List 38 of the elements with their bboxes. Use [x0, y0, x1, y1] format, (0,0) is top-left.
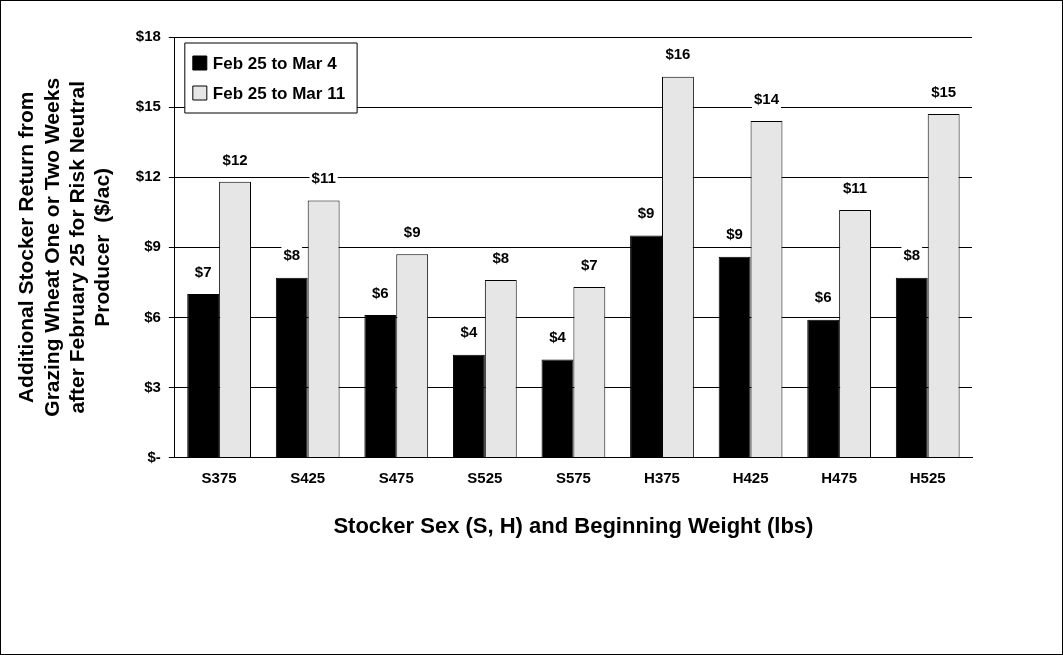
y-tick-label: $12	[135, 167, 161, 185]
x-tick-label: H525	[909, 468, 946, 486]
data-label: $7	[194, 262, 212, 280]
data-label: $8	[283, 246, 301, 264]
data-label: $12	[222, 150, 248, 168]
data-label: $8	[492, 248, 510, 266]
data-label: $9	[726, 225, 743, 243]
x-tick-label: S575	[555, 468, 591, 486]
data-label: $14	[753, 89, 780, 107]
y-tick-label: $6	[144, 307, 161, 325]
x-tick-label: S525	[467, 468, 503, 486]
data-label: $9	[403, 222, 421, 240]
y-tick-label: $-	[147, 447, 161, 465]
data-label: $4	[460, 323, 478, 341]
data-label: $16	[665, 45, 691, 63]
x-tick-label: S375	[201, 468, 237, 486]
data-label: $7	[581, 255, 598, 273]
data-label: $11	[842, 178, 868, 196]
y-tick-label: $15	[135, 97, 161, 115]
data-label: $9	[637, 204, 655, 222]
data-label: $11	[311, 169, 336, 187]
data-label: $6	[814, 288, 832, 306]
y-tick-label: $18	[135, 27, 161, 45]
x-tick-label: H475	[821, 468, 858, 486]
y-tick-label: $9	[144, 237, 161, 255]
x-tick-label: H425	[732, 468, 769, 486]
x-axis-title: Stocker Sex (S, H) and Beginning Weight (lbs)	[333, 512, 814, 538]
x-tick-label: S475	[378, 468, 414, 486]
legend-label: Feb 25 to Mar 11	[212, 83, 346, 103]
legend-label: Feb 25 to Mar 4	[212, 53, 338, 73]
y-tick-label: $3	[144, 377, 161, 395]
data-label: $4	[549, 328, 567, 346]
y-axis-title: Additional Stocker Return from Grazing Wheat One or Two Weeks after February 25 for Risk Neutral Producer ($/ac)	[14, 77, 113, 417]
x-tick-label: S425	[290, 468, 326, 486]
data-label: $15	[931, 82, 957, 100]
data-label: $8	[903, 246, 921, 264]
data-label: $6	[371, 283, 389, 301]
x-tick-label: H375	[644, 468, 680, 486]
